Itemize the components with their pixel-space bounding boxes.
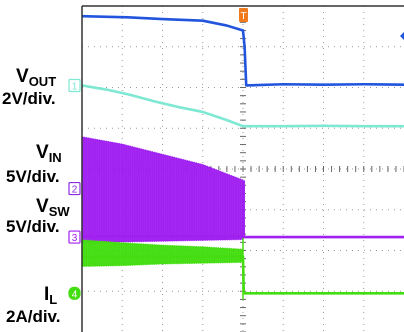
offscreen-arrow-icon (400, 32, 404, 40)
trigger-marker-label: T (240, 11, 246, 22)
channel-3-marker[interactable] (68, 230, 81, 244)
label-vin-scale: 5V/div. (6, 167, 60, 186)
trace-vin (81, 14, 404, 87)
label-il-scale: 2A/div. (6, 307, 60, 326)
channel-3-id: 3 (72, 233, 78, 244)
channel-2-marker[interactable] (68, 181, 81, 196)
trigger-marker-box (239, 8, 248, 22)
label-vout-scale: 2V/div. (2, 89, 56, 108)
channel-markers: 1 2 3 4 T (68, 8, 404, 300)
channel-2-id: 2 (72, 185, 78, 196)
trace-vsw (82, 234, 404, 239)
label-subscript: OUT (29, 74, 57, 89)
trace-vout (81, 84, 404, 128)
label-il-name: IL (44, 284, 57, 307)
trigger-marker[interactable]: T (239, 8, 248, 22)
label-vout-name: VOUT (16, 66, 56, 89)
label-base: V (36, 196, 49, 217)
label-vsw-scale: 5V/div. (6, 217, 60, 236)
channel-4-marker[interactable] (68, 286, 81, 300)
label-subscript: L (49, 292, 57, 307)
waveform-traces (81, 14, 404, 300)
label-subscript: SW (49, 204, 71, 219)
channel-1-id: 1 (72, 81, 78, 92)
waveform-envelopes (81, 136, 244, 267)
label-vin-name: VIN (36, 142, 62, 165)
plot-frame (81, 5, 404, 332)
label-subscript: IN (49, 150, 62, 165)
label-base: V (36, 142, 49, 163)
channel-4-id: 4 (72, 289, 78, 300)
channel-1-marker[interactable] (68, 78, 81, 93)
label-vsw-name: VSW (36, 196, 70, 219)
label-base: I (44, 284, 49, 305)
label-base: V (16, 66, 29, 87)
